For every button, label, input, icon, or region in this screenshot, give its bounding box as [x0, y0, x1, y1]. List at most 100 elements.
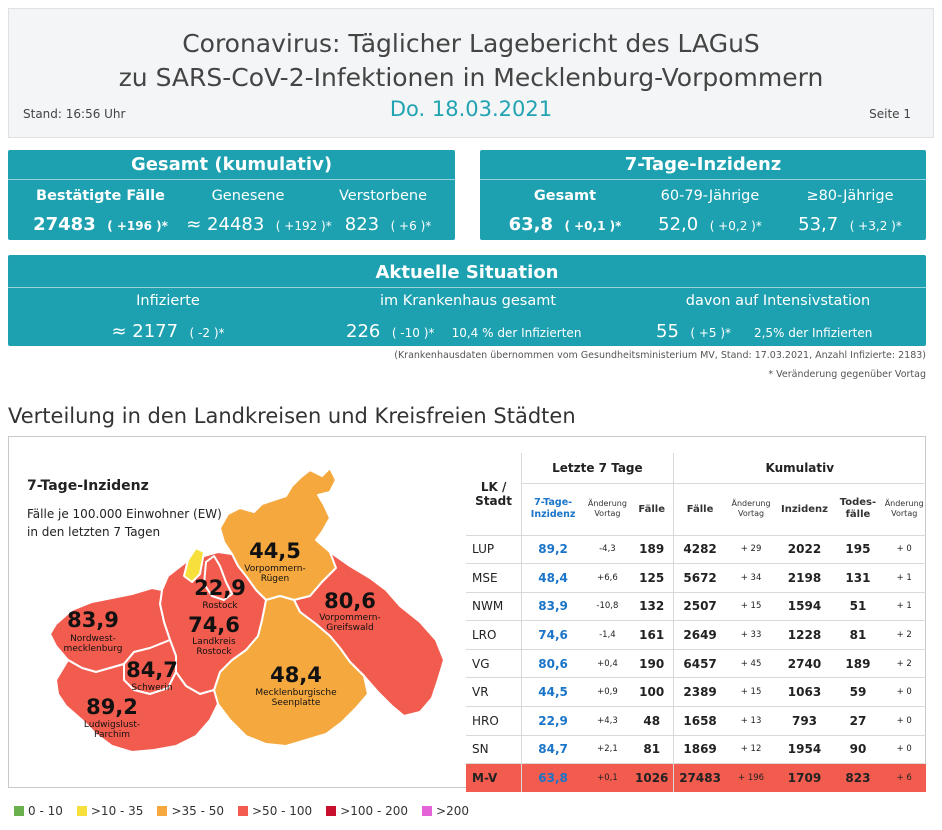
report-title-line2: zu SARS-CoV-2-Infektionen in Mecklenburg…	[118, 63, 824, 92]
cell-kinzidenz: 1594	[775, 591, 834, 621]
cell-taenderung: + 1	[882, 591, 926, 621]
cell-aenderung7: -4,3	[584, 534, 631, 564]
map-name-hro: Rostock	[202, 601, 238, 611]
cell-aenderung7: +2,1	[584, 734, 631, 764]
cell-inzidenz7: 89,2	[521, 534, 585, 564]
cell-kfaelle: 2389	[673, 677, 727, 707]
cell-kfaelle: 2507	[673, 591, 727, 621]
cell-kfaelle: 6457	[673, 648, 727, 678]
cell-faelle7: 100	[630, 677, 674, 707]
cell-faelle7: 48	[630, 706, 674, 736]
cell-kfaelle: 1658	[673, 706, 727, 736]
cell-aenderung7: +0,9	[584, 677, 631, 707]
report-header: Coronavirus: Täglicher Lagebericht des L…	[8, 8, 934, 138]
map-value-sn: 84,7	[126, 658, 178, 682]
cell-taenderung: + 6	[882, 763, 926, 793]
cell-kfaelle: 4282	[673, 534, 727, 564]
cell-todesfaelle: 195	[833, 534, 883, 564]
color-legend: 0 - 10 >10 - 35 >35 - 50 >50 - 100 >100 …	[14, 804, 469, 818]
report-date: Do. 18.03.2021	[389, 97, 553, 121]
cell-kinzidenz: 1709	[775, 763, 834, 793]
kh-source-note: (Krankenhausdaten übernommen vom Gesundh…	[394, 350, 926, 361]
th-faelle7: Fälle	[630, 483, 674, 535]
map-legend-title: 7-Tage-Inzidenz	[27, 478, 149, 494]
cell-todesfaelle: 189	[833, 648, 883, 678]
district-table: LK / Stadt Letzte 7 Tage Kumulativ 7-Tage…	[466, 453, 926, 793]
cell-todesfaelle: 131	[833, 563, 883, 593]
th-group-7tage: Letzte 7 Tage	[521, 453, 674, 484]
legend-swatch	[14, 806, 24, 816]
map-legend-sub2: in den letzten 7 Tagen	[27, 525, 161, 539]
cell-kaenderung: + 15	[726, 677, 776, 707]
cell-inzidenz7: 48,4	[521, 563, 585, 593]
cell-inzidenz7: 44,5	[521, 677, 585, 707]
cell-aenderung7: +0,4	[584, 648, 631, 678]
cell-kfaelle: 5672	[673, 563, 727, 593]
th-taenderung: Änderung Vortag	[884, 499, 924, 518]
label-intensiv: davon auf Intensivstation	[685, 293, 871, 309]
cell-kinzidenz: 2022	[775, 534, 834, 564]
map-name-nwm-1: Nordwest-	[70, 634, 116, 644]
table-row: VG 80,6 +0,4 190 6457 + 45 2740 189 + 2	[466, 648, 926, 678]
map-legend-sub1: Fälle je 100.000 Einwohner (EW)	[27, 507, 222, 521]
cell-kaenderung: + 33	[726, 620, 776, 650]
map-value-vr: 44,5	[249, 539, 301, 563]
cell-taenderung: + 2	[882, 620, 926, 650]
cell-kfaelle: 1869	[673, 734, 727, 764]
cell-todesfaelle: 90	[833, 734, 883, 764]
label-krankenhaus: im Krankenhaus gesamt	[379, 293, 557, 309]
th-lk: LK / Stadt	[466, 453, 523, 535]
legend-item: >10 - 35	[76, 804, 143, 818]
th-inzidenz7: 7-Tage- Inzidenz	[530, 497, 576, 520]
map-value-hro: 22,9	[194, 576, 246, 600]
cell-inzidenz7: 83,9	[521, 591, 585, 621]
cell-faelle7: 189	[630, 534, 674, 564]
map-name-sn: Schwerin	[131, 683, 173, 693]
cell-todesfaelle: 823	[833, 763, 883, 793]
table-row: NWM 83,9 -10,8 132 2507 + 15 1594 51 + 1	[466, 591, 926, 621]
value-bestaetigt: 27483 ( +196 )*	[33, 214, 168, 235]
cell-lk: MSE	[466, 563, 523, 593]
map-value-nwm: 83,9	[67, 608, 119, 632]
th-kinzidenz: Inzidenz	[781, 503, 828, 515]
cell-kaenderung: + 13	[726, 706, 776, 736]
cell-faelle7: 125	[630, 563, 674, 593]
cell-taenderung: + 0	[882, 734, 926, 764]
th-todesfaelle: Todes-fälle	[839, 497, 877, 520]
table-row: LRO 74,6 -1,4 161 2649 + 33 1228 81 + 2	[466, 620, 926, 650]
map-name-mse-1: Mecklenburgische	[255, 688, 337, 698]
cell-lk: M-V	[466, 763, 523, 793]
cell-kinzidenz: 793	[775, 706, 834, 736]
value-inz-80: 53,7 ( +3,2 )*	[798, 214, 902, 235]
value-infizierte: ≈ 2177 ( -2 )*	[111, 321, 225, 342]
cell-taenderung: + 1	[882, 563, 926, 593]
page-number: Seite 1	[869, 107, 911, 121]
cell-faelle7: 190	[630, 648, 674, 678]
cell-kinzidenz: 1954	[775, 734, 834, 764]
cell-kaenderung: + 12	[726, 734, 776, 764]
legend-item: >100 - 200	[326, 804, 408, 818]
cell-aenderung7: +6,6	[584, 563, 631, 593]
star-note: * Veränderung gegenüber Vortag	[768, 369, 926, 380]
label-inz-80: ≥80-Jährige	[806, 188, 894, 204]
cell-kfaelle: 27483	[673, 763, 727, 793]
table-row: LUP 89,2 -4,3 189 4282 + 29 2022 195 + 0	[466, 534, 926, 564]
cell-taenderung: + 0	[882, 677, 926, 707]
table-row: MSE 48,4 +6,6 125 5672 + 34 2198 131 + 1	[466, 563, 926, 593]
situation-title: Aktuelle Situation	[8, 258, 926, 288]
cell-aenderung7: -10,8	[584, 591, 631, 621]
legend-swatch	[157, 806, 168, 816]
map-name-vr-1: Vorpommern-	[244, 564, 306, 574]
region-rostock	[203, 555, 233, 601]
map-value-lup: 89,2	[86, 695, 138, 719]
cell-inzidenz7: 80,6	[521, 648, 585, 678]
legend-item: 0 - 10	[14, 804, 63, 818]
map-name-vg-2: Greifswald	[326, 623, 374, 633]
cell-lk: LUP	[466, 534, 523, 564]
cell-kaenderung: + 196	[726, 763, 776, 793]
th-aenderung7: Änderung Vortag	[587, 499, 627, 518]
cell-todesfaelle: 81	[833, 620, 883, 650]
map-name-lup-1: Ludwigslust-	[83, 720, 141, 730]
value-inz-gesamt: 63,8 ( +0,1 )*	[508, 214, 622, 235]
